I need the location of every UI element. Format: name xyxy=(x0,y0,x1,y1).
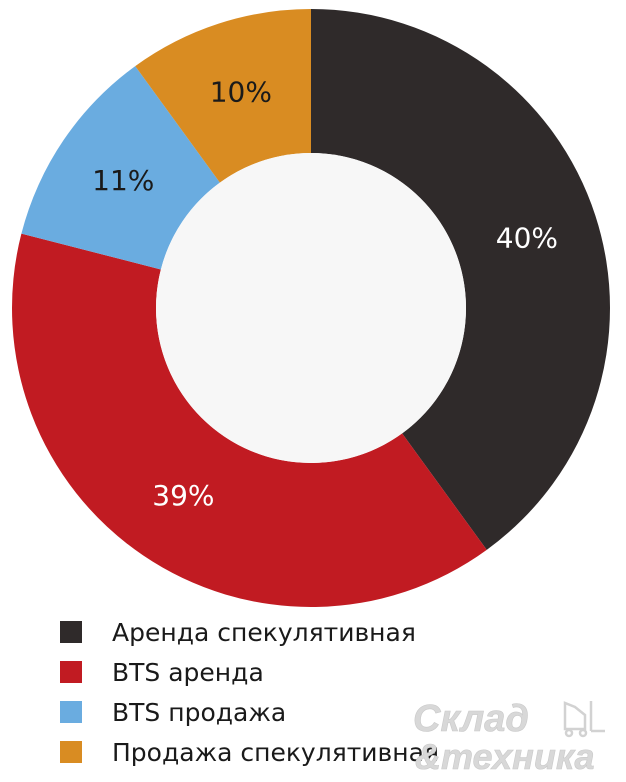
legend-item: BTS аренда xyxy=(60,652,439,692)
slice-value-label: 10% xyxy=(210,76,272,109)
donut-hole xyxy=(156,153,466,463)
slice-value-label: 11% xyxy=(92,164,154,197)
donut-slice xyxy=(11,233,487,607)
donut-slice xyxy=(311,9,610,550)
slice-value-label: 40% xyxy=(496,221,558,254)
slice-value-label: 39% xyxy=(152,479,214,512)
donut-slice xyxy=(135,9,311,183)
legend-item: Продажа спекулятивная xyxy=(60,732,439,772)
legend: Аренда спекулятивная BTS аренда BTS прод… xyxy=(60,612,439,772)
donut-slice xyxy=(21,66,220,270)
legend-item: BTS продажа xyxy=(60,692,439,732)
legend-swatch xyxy=(60,741,82,763)
watermark-line2: &техника xyxy=(415,736,595,777)
donut-chart: 40% 39% 11% 10% xyxy=(11,9,610,607)
watermark-line1: Склад xyxy=(413,698,529,740)
legend-swatch xyxy=(60,661,82,683)
legend-label: BTS аренда xyxy=(112,657,264,687)
legend-label: BTS продажа xyxy=(112,697,287,727)
forklift-icon xyxy=(563,701,605,738)
legend-item: Аренда спекулятивная xyxy=(60,612,439,652)
legend-swatch xyxy=(60,701,82,723)
legend-swatch xyxy=(60,621,82,643)
legend-label: Аренда спекулятивная xyxy=(112,617,416,647)
legend-label: Продажа спекулятивная xyxy=(112,737,439,767)
watermark-logo: Склад &техника xyxy=(413,698,605,777)
